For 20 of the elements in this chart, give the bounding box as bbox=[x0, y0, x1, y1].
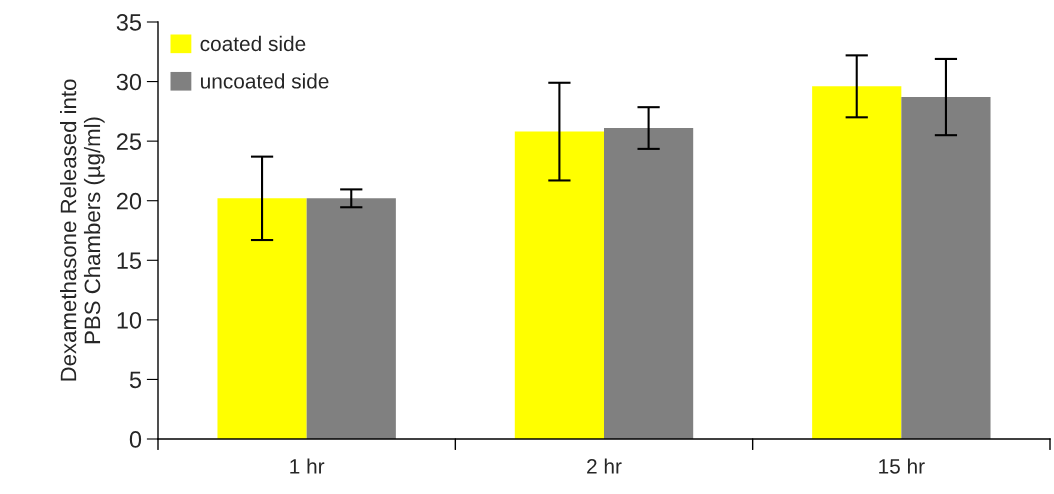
y-tick-label: 35 bbox=[116, 14, 142, 31]
y-tick-label: 10 bbox=[117, 311, 142, 329]
bar bbox=[901, 97, 991, 439]
x-tick-label: 1 hr bbox=[290, 458, 325, 474]
legend-label: coated side bbox=[200, 35, 306, 52]
y-tick-label: 30 bbox=[116, 73, 142, 91]
y-tick-label: 15 bbox=[117, 252, 142, 270]
y-axis-title: Dexamethasone Released into PBS Chambers (µg/ml) bbox=[60, 79, 105, 381]
x-tick-label: 15 hr bbox=[879, 458, 925, 474]
legend-label: uncoated side bbox=[201, 73, 329, 89]
bar bbox=[217, 198, 307, 439]
y-tick-label: 20 bbox=[116, 192, 142, 210]
bar bbox=[514, 131, 604, 439]
x-tick-label: 2 hr bbox=[587, 458, 622, 474]
bar bbox=[604, 128, 694, 439]
y-tick-label: 0 bbox=[129, 431, 142, 448]
y-tick-label: 25 bbox=[116, 133, 142, 150]
bar bbox=[812, 86, 902, 439]
y-tick-label: 5 bbox=[129, 371, 142, 389]
bar bbox=[306, 198, 396, 439]
